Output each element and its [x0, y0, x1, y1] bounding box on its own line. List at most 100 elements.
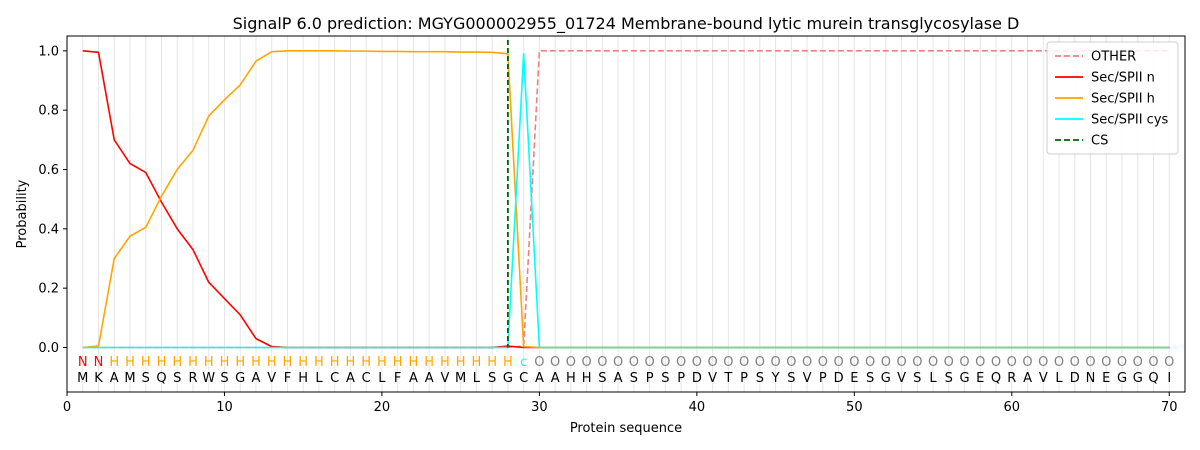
sequence-letter: D [692, 371, 702, 386]
sequence-letter: L [378, 371, 386, 386]
annotation-letter: c [520, 355, 527, 370]
sequence-letter: V [708, 371, 717, 386]
annotation-letter: O [660, 355, 670, 370]
x-tick-label: 10 [216, 400, 233, 415]
annotation-letter: H [409, 355, 419, 370]
annotation-letter: H [361, 355, 371, 370]
sequence-letter: I [1167, 371, 1171, 386]
annotation-letter: H [424, 355, 434, 370]
annotation-letter: N [78, 355, 88, 370]
annotation-letter: O [1085, 355, 1095, 370]
annotation-letter: O [723, 355, 733, 370]
annotation-letter: O [692, 355, 702, 370]
sequence-letter: M [77, 371, 88, 386]
sequence-letter: A [346, 371, 355, 386]
chart-title: SignalP 6.0 prediction: MGYG000002955_01… [233, 14, 1020, 34]
sequence-letter: T [723, 371, 732, 386]
sequence-letter: S [945, 371, 953, 386]
annotation-letter: O [534, 355, 544, 370]
annotation-letter: H [346, 355, 356, 370]
sequence-letter: V [267, 371, 276, 386]
sequence-letter: L [929, 371, 937, 386]
annotation-letter: O [865, 355, 875, 370]
sequence-letter: A [535, 371, 544, 386]
sequence-letter: Q [156, 371, 166, 386]
annotation-letter: O [1164, 355, 1174, 370]
annotation-letter: H [283, 355, 293, 370]
sequence-letter: M [124, 371, 135, 386]
axis-layer: 0 10 20 30 40 50 60 70 0.0 0.2 0.4 0.6 0.8 1.0 [38, 44, 1177, 415]
x-tick-label: 60 [1004, 400, 1021, 415]
annotation-letter: O [944, 355, 954, 370]
sequence-letter: P [646, 371, 654, 386]
sequence-letter: E [850, 371, 858, 386]
annotation-letter: H [204, 355, 214, 370]
sequence-letter: K [94, 371, 103, 386]
legend-label: Sec/SPII h [1091, 92, 1155, 107]
x-tick-label: 0 [63, 400, 71, 415]
annotation-letter: O [645, 355, 655, 370]
annotation-letter: O [896, 355, 906, 370]
sequence-letter: S [787, 371, 795, 386]
annotation-letter: O [566, 355, 576, 370]
annotation-letter: H [251, 355, 261, 370]
annotation-letter: O [550, 355, 560, 370]
annotation-letter: N [94, 355, 104, 370]
sequence-letter: G [881, 371, 891, 386]
annotation-letter: O [707, 355, 717, 370]
grid-layer [82, 36, 1170, 392]
annotation-letter: O [975, 355, 985, 370]
annotation-letter: H [314, 355, 324, 370]
legend-label: Sec/SPII n [1091, 71, 1155, 86]
sequence-letter: G [960, 371, 970, 386]
y-tick-label: 1.0 [38, 44, 59, 59]
sequence-letter: V [1039, 371, 1048, 386]
annotation-letter: O [849, 355, 859, 370]
annotation-letter: H [393, 355, 403, 370]
x-axis-label: Protein sequence [570, 421, 682, 436]
sequence-letter: A [1023, 371, 1032, 386]
series-line-sec-spii-n [82, 50, 1170, 349]
sequence-letter: W [202, 371, 215, 386]
annotation-letter: O [786, 355, 796, 370]
annotation-letter: H [188, 355, 198, 370]
sequence-letter: S [488, 371, 496, 386]
sequence-letter: A [614, 371, 623, 386]
sequence-letter: H [566, 371, 576, 386]
annotation-letter: O [755, 355, 765, 370]
sequence-letter: S [173, 371, 181, 386]
x-tick-label: 40 [689, 400, 706, 415]
annotation-letter: O [676, 355, 686, 370]
annotation-letter: H [267, 355, 277, 370]
sequence-letter: E [1102, 371, 1110, 386]
sequence-letter: F [284, 371, 291, 386]
sequence-letter: P [740, 371, 748, 386]
annotation-letter: O [1101, 355, 1111, 370]
sequence-layer: NMNKHAHMHSHQHSHRHWHSHGHAHVHFHHHLHCHAHCHL… [77, 355, 1174, 386]
sequence-letter: G [503, 371, 513, 386]
sequence-letter: H [298, 371, 308, 386]
y-axis-label: Probability [15, 179, 30, 248]
sequence-letter: L [1055, 371, 1063, 386]
annotation-letter: O [582, 355, 592, 370]
sequence-letter: L [473, 371, 481, 386]
series-line-sec-spii-cys [82, 52, 1170, 349]
sequence-letter: S [630, 371, 638, 386]
annotation-letter: H [235, 355, 245, 370]
annotation-letter: O [959, 355, 969, 370]
sequence-letter: S [142, 371, 150, 386]
sequence-letter: R [188, 371, 197, 386]
annotation-letter: H [330, 355, 340, 370]
legend-label: CS [1091, 134, 1108, 149]
annotation-letter: O [1054, 355, 1064, 370]
annotation-letter: H [157, 355, 167, 370]
sequence-letter: D [834, 371, 844, 386]
annotation-letter: O [991, 355, 1001, 370]
plot-frame [66, 35, 1186, 393]
sequence-letter: P [819, 371, 827, 386]
annotation-letter: H [503, 355, 513, 370]
sequence-letter: D [1070, 371, 1080, 386]
x-tick-label: 20 [374, 400, 391, 415]
sequence-letter: L [315, 371, 323, 386]
